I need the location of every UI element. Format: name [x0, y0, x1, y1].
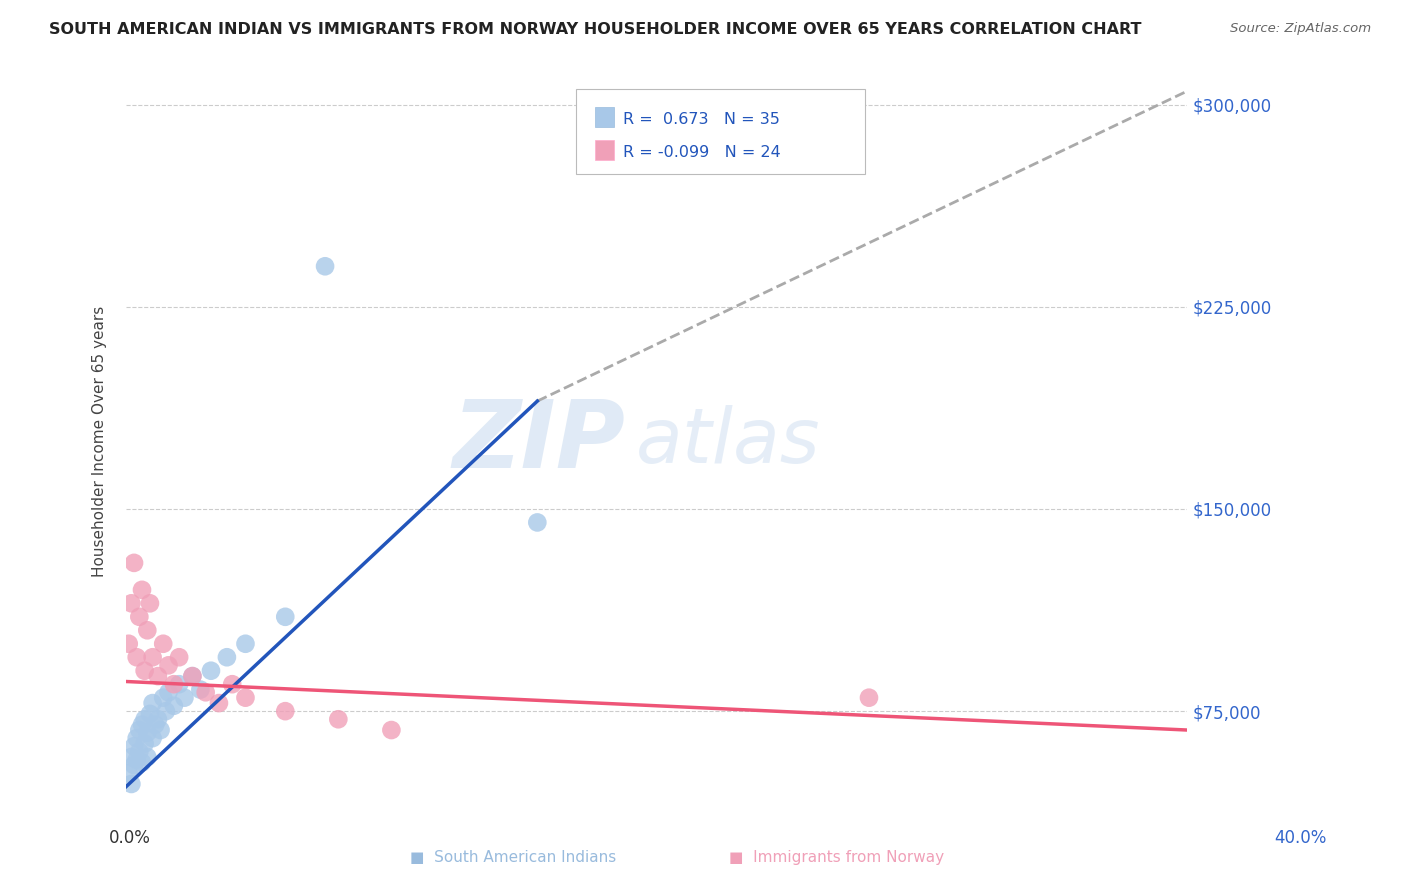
- Point: [120, 777, 142, 791]
- Text: ■  South American Indians: ■ South American Indians: [411, 850, 616, 865]
- Point: [122, 556, 145, 570]
- Point: [125, 753, 148, 767]
- Point: [134, 737, 156, 751]
- Point: [163, 677, 186, 691]
- Point: [314, 260, 336, 274]
- Point: [328, 712, 350, 726]
- Point: [125, 731, 148, 746]
- Point: [131, 717, 153, 731]
- Point: [526, 516, 548, 530]
- Point: [118, 637, 141, 651]
- Point: [120, 750, 142, 764]
- Point: [118, 766, 141, 780]
- Point: [215, 650, 238, 665]
- Point: [128, 745, 150, 759]
- Point: [181, 669, 204, 683]
- Point: [157, 685, 180, 699]
- Point: [142, 696, 165, 710]
- Point: [221, 677, 243, 691]
- Point: [131, 582, 153, 597]
- Text: 0.0%: 0.0%: [108, 829, 150, 847]
- Point: [157, 658, 180, 673]
- Point: [167, 650, 190, 665]
- Point: [128, 609, 150, 624]
- Point: [122, 758, 145, 772]
- Point: [120, 596, 142, 610]
- Point: [274, 609, 297, 624]
- Point: [136, 725, 159, 739]
- Text: R =  0.673   N = 35: R = 0.673 N = 35: [623, 112, 780, 127]
- Point: [143, 717, 166, 731]
- Point: [131, 756, 153, 770]
- Point: [125, 650, 148, 665]
- Point: [173, 690, 195, 705]
- Text: Source: ZipAtlas.com: Source: ZipAtlas.com: [1230, 22, 1371, 36]
- Text: ■  Immigrants from Norway: ■ Immigrants from Norway: [728, 850, 945, 865]
- Text: atlas: atlas: [636, 405, 820, 478]
- Point: [163, 698, 186, 713]
- Text: ZIP: ZIP: [451, 395, 624, 488]
- Point: [274, 704, 297, 718]
- Point: [142, 650, 165, 665]
- Point: [190, 682, 212, 697]
- Point: [134, 712, 156, 726]
- Text: R = -0.099   N = 24: R = -0.099 N = 24: [623, 145, 780, 160]
- Point: [181, 669, 204, 683]
- Point: [146, 712, 169, 726]
- Y-axis label: Householder Income Over 65 years: Householder Income Over 65 years: [93, 306, 107, 577]
- Point: [139, 706, 162, 721]
- Point: [235, 690, 257, 705]
- Point: [235, 637, 257, 651]
- Text: 40.0%: 40.0%: [1274, 829, 1327, 847]
- Point: [200, 664, 222, 678]
- Point: [380, 723, 402, 737]
- Text: SOUTH AMERICAN INDIAN VS IMMIGRANTS FROM NORWAY HOUSEHOLDER INCOME OVER 65 YEARS: SOUTH AMERICAN INDIAN VS IMMIGRANTS FROM…: [49, 22, 1142, 37]
- Point: [167, 677, 190, 691]
- Point: [146, 669, 169, 683]
- Point: [136, 624, 159, 638]
- Point: [155, 704, 177, 718]
- Point: [136, 750, 159, 764]
- Point: [122, 739, 145, 754]
- Point: [149, 723, 172, 737]
- Point: [152, 690, 174, 705]
- Point: [194, 685, 217, 699]
- Point: [152, 637, 174, 651]
- Point: [858, 690, 880, 705]
- Point: [142, 731, 165, 746]
- Point: [128, 723, 150, 737]
- Point: [208, 696, 231, 710]
- Point: [134, 664, 156, 678]
- Point: [139, 596, 162, 610]
